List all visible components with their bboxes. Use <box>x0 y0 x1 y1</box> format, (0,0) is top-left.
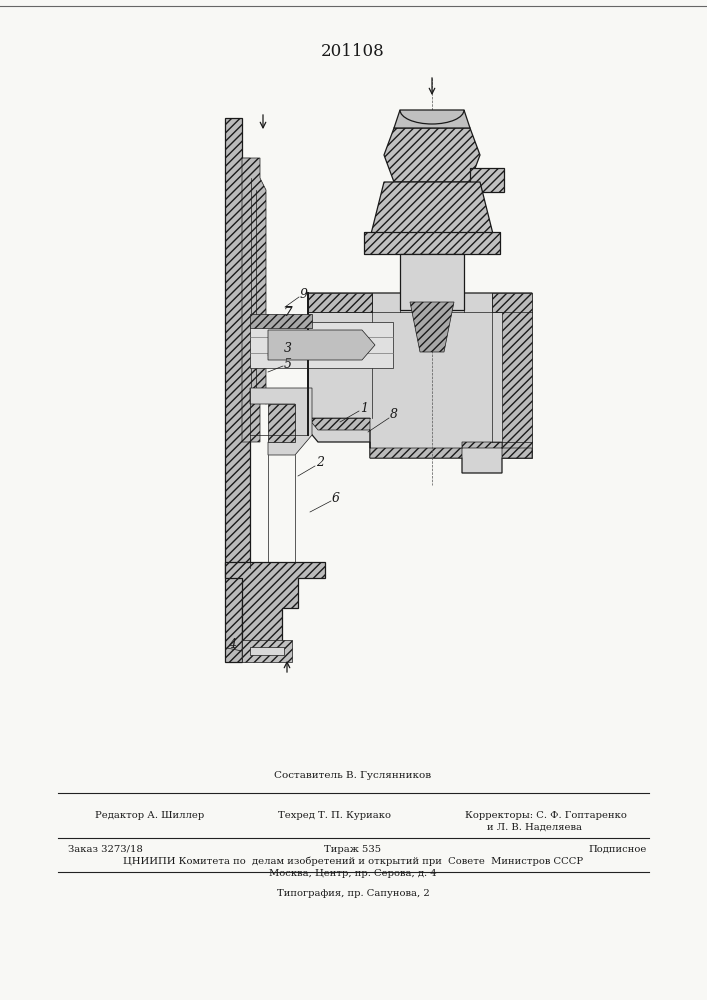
Polygon shape <box>364 232 500 254</box>
Text: Подписное: Подписное <box>588 844 646 854</box>
Text: Заказ 3273/18: Заказ 3273/18 <box>68 844 143 854</box>
Polygon shape <box>242 640 292 662</box>
Text: 7: 7 <box>284 306 293 318</box>
Text: 1: 1 <box>360 401 368 414</box>
Text: 8: 8 <box>390 408 398 422</box>
Text: Типография, пр. Сапунова, 2: Типография, пр. Сапунова, 2 <box>276 888 429 898</box>
Text: 3: 3 <box>284 342 292 355</box>
Polygon shape <box>394 110 470 128</box>
Polygon shape <box>268 330 375 360</box>
Text: Техред Т. П. Куриако: Техред Т. П. Куриако <box>278 810 391 820</box>
Polygon shape <box>470 168 504 192</box>
Polygon shape <box>308 418 532 458</box>
Polygon shape <box>225 118 250 662</box>
Polygon shape <box>492 293 532 458</box>
Text: 5: 5 <box>284 358 292 370</box>
Polygon shape <box>225 562 325 656</box>
Polygon shape <box>370 182 494 238</box>
Text: Составитель В. Гуслянников: Составитель В. Гуслянников <box>274 770 431 780</box>
Polygon shape <box>250 647 284 655</box>
Text: 4: 4 <box>228 638 236 650</box>
Polygon shape <box>250 322 393 368</box>
Polygon shape <box>250 314 312 328</box>
Text: 201108: 201108 <box>321 43 385 60</box>
Text: 2: 2 <box>316 456 324 470</box>
Text: Редактор А. Шиллер: Редактор А. Шиллер <box>95 810 204 820</box>
Text: Тираж 535: Тираж 535 <box>325 844 382 854</box>
Polygon shape <box>308 293 372 312</box>
Polygon shape <box>410 302 454 352</box>
Text: 6: 6 <box>332 491 340 504</box>
Polygon shape <box>268 404 295 442</box>
Polygon shape <box>308 293 532 473</box>
Text: Москва, Центр, пр. Серова, д. 4: Москва, Центр, пр. Серова, д. 4 <box>269 868 437 878</box>
Polygon shape <box>250 388 312 455</box>
Polygon shape <box>384 128 480 182</box>
Text: и Л. В. Наделяева: и Л. В. Наделяева <box>487 822 582 832</box>
Polygon shape <box>400 254 464 310</box>
Text: ЦНИИПИ Комитета по  делам изобретений и открытий при  Совете  Министров СССР: ЦНИИПИ Комитета по делам изобретений и о… <box>123 856 583 866</box>
Text: Корректоры: С. Ф. Гоптаренко: Корректоры: С. Ф. Гоптаренко <box>465 810 627 820</box>
Text: 9: 9 <box>300 288 308 300</box>
Polygon shape <box>242 158 266 442</box>
